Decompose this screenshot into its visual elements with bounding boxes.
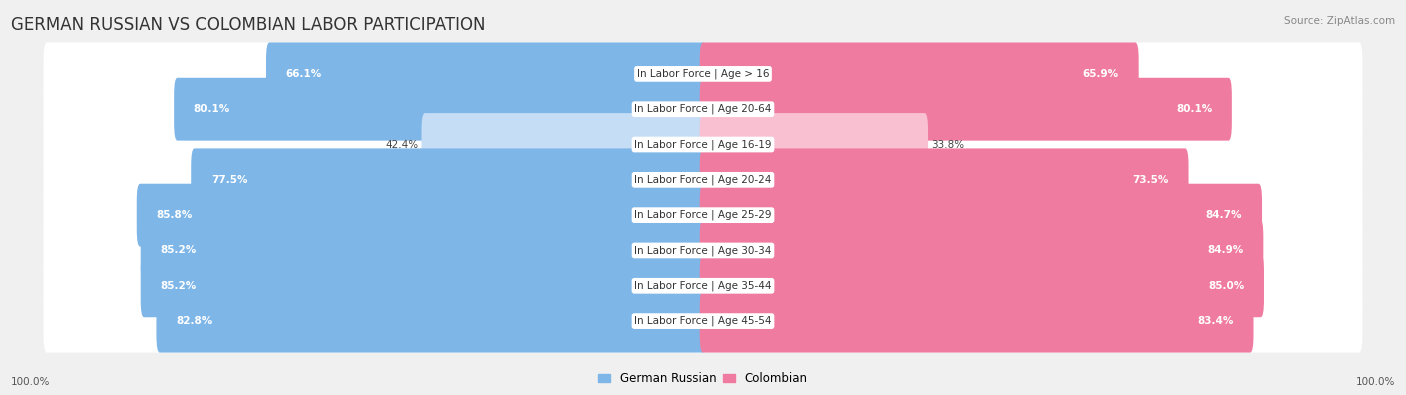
Text: 84.9%: 84.9% xyxy=(1208,245,1244,256)
Text: In Labor Force | Age > 16: In Labor Force | Age > 16 xyxy=(637,69,769,79)
Text: In Labor Force | Age 25-29: In Labor Force | Age 25-29 xyxy=(634,210,772,220)
Text: 100.0%: 100.0% xyxy=(1355,377,1395,387)
FancyBboxPatch shape xyxy=(700,184,1263,246)
Text: GERMAN RUSSIAN VS COLOMBIAN LABOR PARTICIPATION: GERMAN RUSSIAN VS COLOMBIAN LABOR PARTIC… xyxy=(11,16,485,34)
FancyBboxPatch shape xyxy=(44,149,1362,211)
Text: 84.7%: 84.7% xyxy=(1206,210,1243,220)
FancyBboxPatch shape xyxy=(700,113,928,176)
Text: 85.0%: 85.0% xyxy=(1208,281,1244,291)
FancyBboxPatch shape xyxy=(44,78,1362,141)
Text: 65.9%: 65.9% xyxy=(1083,69,1119,79)
Text: In Labor Force | Age 45-54: In Labor Force | Age 45-54 xyxy=(634,316,772,326)
FancyBboxPatch shape xyxy=(700,254,1264,317)
FancyBboxPatch shape xyxy=(700,42,1139,105)
Text: 85.8%: 85.8% xyxy=(156,210,193,220)
Text: Source: ZipAtlas.com: Source: ZipAtlas.com xyxy=(1284,16,1395,26)
FancyBboxPatch shape xyxy=(44,184,1362,246)
Text: In Labor Force | Age 30-34: In Labor Force | Age 30-34 xyxy=(634,245,772,256)
FancyBboxPatch shape xyxy=(700,78,1232,141)
Text: In Labor Force | Age 20-24: In Labor Force | Age 20-24 xyxy=(634,175,772,185)
FancyBboxPatch shape xyxy=(141,219,706,282)
FancyBboxPatch shape xyxy=(174,78,706,141)
FancyBboxPatch shape xyxy=(156,290,706,353)
FancyBboxPatch shape xyxy=(141,254,706,317)
FancyBboxPatch shape xyxy=(700,149,1188,211)
FancyBboxPatch shape xyxy=(700,290,1254,353)
FancyBboxPatch shape xyxy=(422,113,706,176)
Text: In Labor Force | Age 20-64: In Labor Force | Age 20-64 xyxy=(634,104,772,115)
Text: 80.1%: 80.1% xyxy=(194,104,231,114)
Text: In Labor Force | Age 16-19: In Labor Force | Age 16-19 xyxy=(634,139,772,150)
FancyBboxPatch shape xyxy=(44,113,1362,176)
Text: 82.8%: 82.8% xyxy=(176,316,212,326)
FancyBboxPatch shape xyxy=(191,149,706,211)
FancyBboxPatch shape xyxy=(44,219,1362,282)
Text: 83.4%: 83.4% xyxy=(1198,316,1234,326)
FancyBboxPatch shape xyxy=(44,42,1362,105)
Text: 100.0%: 100.0% xyxy=(11,377,51,387)
FancyBboxPatch shape xyxy=(136,184,706,246)
Text: 73.5%: 73.5% xyxy=(1132,175,1168,185)
Legend: German Russian, Colombian: German Russian, Colombian xyxy=(599,372,807,385)
Text: 85.2%: 85.2% xyxy=(160,245,197,256)
FancyBboxPatch shape xyxy=(700,219,1264,282)
FancyBboxPatch shape xyxy=(44,290,1362,353)
Text: 66.1%: 66.1% xyxy=(285,69,322,79)
Text: 85.2%: 85.2% xyxy=(160,281,197,291)
Text: 42.4%: 42.4% xyxy=(385,139,418,150)
FancyBboxPatch shape xyxy=(44,254,1362,317)
FancyBboxPatch shape xyxy=(266,42,706,105)
Text: In Labor Force | Age 35-44: In Labor Force | Age 35-44 xyxy=(634,280,772,291)
Text: 33.8%: 33.8% xyxy=(931,139,965,150)
Text: 77.5%: 77.5% xyxy=(211,175,247,185)
Text: 80.1%: 80.1% xyxy=(1175,104,1212,114)
